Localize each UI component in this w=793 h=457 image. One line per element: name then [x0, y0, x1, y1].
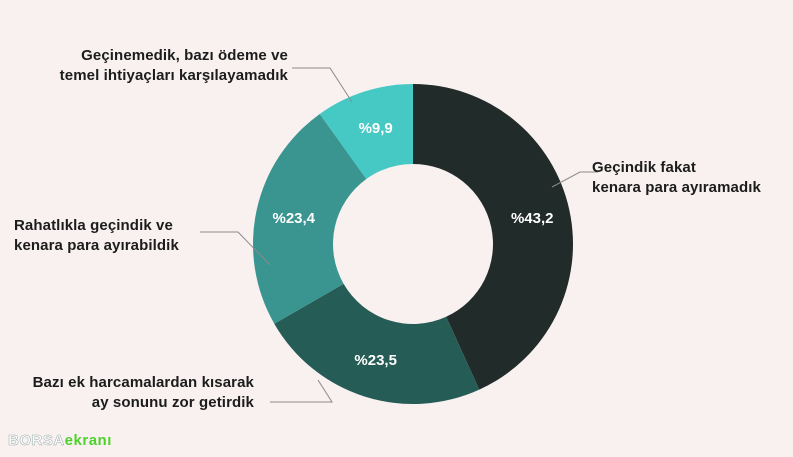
donut-slice-1: [274, 283, 480, 404]
callout-slice-2: Rahatlıkla geçindik ve kenara para ayıra…: [14, 216, 179, 256]
slice-value-label-1: %23,5: [354, 352, 397, 369]
slice-value-label-3: %9,9: [359, 120, 393, 137]
logo-part-2: ekranı: [64, 432, 112, 449]
callout-slice-3: Geçinemedik, bazı ödeme ve temel ihtiyaç…: [60, 46, 288, 86]
leader-line-0: [551, 171, 598, 188]
callout-line: kenara para ayırabildik: [14, 237, 179, 254]
callout-line: Geçindik fakat: [592, 159, 696, 176]
leader-line-2: [200, 231, 271, 266]
callout-slice-0: Geçindik fakat kenara para ayıramadık: [592, 158, 761, 198]
slice-value-label-2: %23,4: [272, 210, 315, 227]
callout-line: temel ihtiyaçları karşılayamadık: [59, 67, 288, 84]
leader-line-3: [292, 67, 353, 103]
callout-line: Geçinemedik, bazı ödeme ve: [81, 47, 288, 64]
donut-slice-0: [413, 84, 573, 390]
callout-line: Rahatlıkla geçindik ve: [14, 217, 173, 234]
donut-slice-2: [252, 113, 367, 324]
donut-slice-3: [319, 84, 413, 179]
slice-value-label-0: %43,2: [511, 210, 554, 227]
leader-line-1: [270, 379, 333, 403]
logo-part-1: BORSA: [8, 432, 65, 450]
callout-slice-1: Bazı ek harcamalardan kısarak ay sonunu …: [33, 373, 254, 413]
callout-line: kenara para ayıramadık: [592, 179, 761, 196]
watermark-logo: BORSAekranı: [8, 432, 112, 450]
callout-line: Bazı ek harcamalardan kısarak: [32, 374, 254, 391]
callout-line: ay sonunu zor getirdik: [91, 394, 254, 411]
